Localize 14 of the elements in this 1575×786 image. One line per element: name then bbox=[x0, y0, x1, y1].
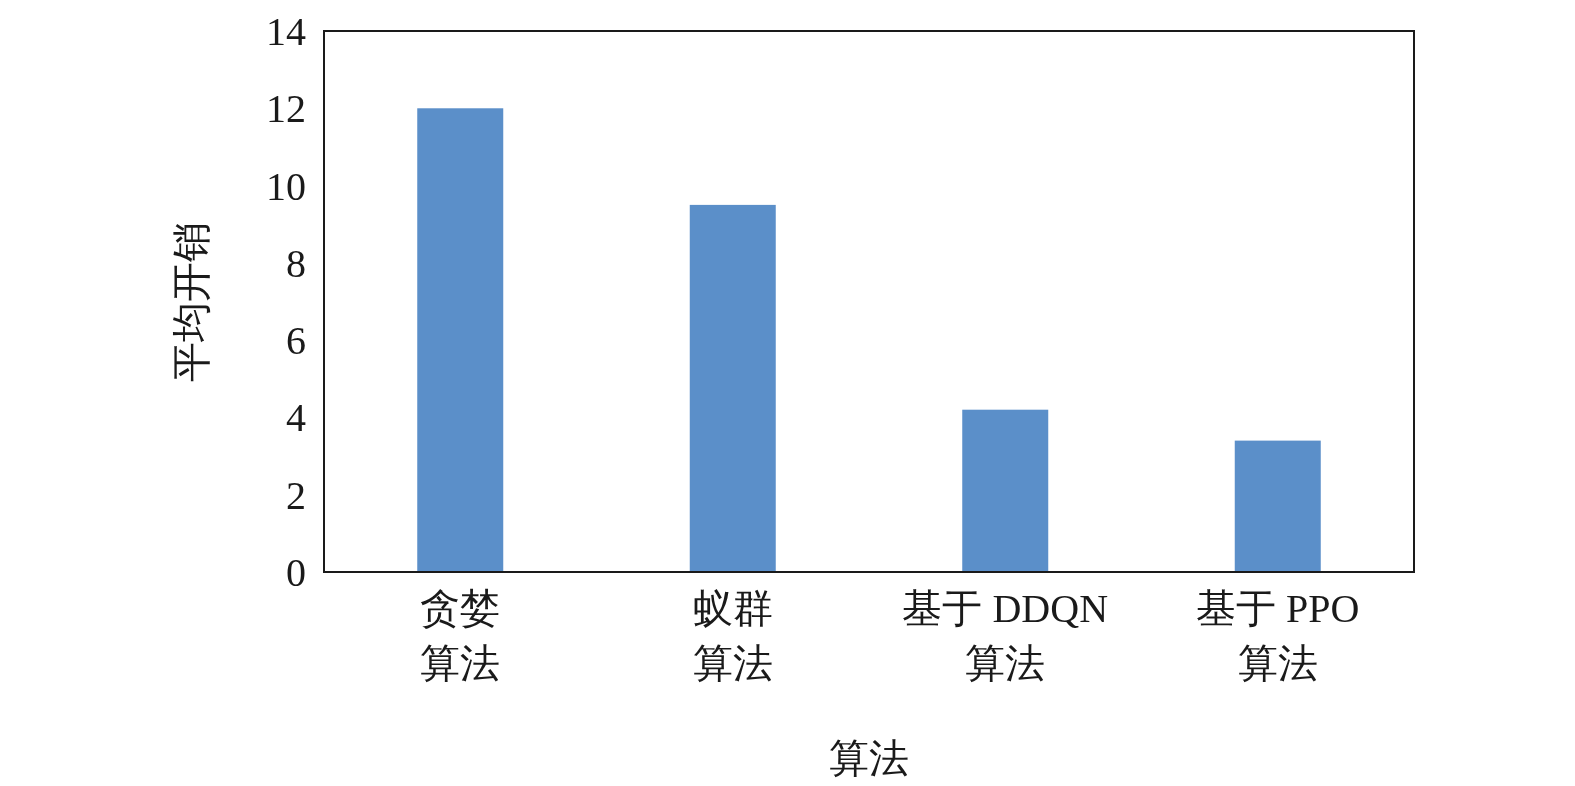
y-tick-label: 2 bbox=[286, 472, 306, 518]
y-tick-label: 12 bbox=[266, 86, 306, 132]
x-tick-label: 蚁群算法 bbox=[692, 586, 773, 686]
x-axis-title: 算法 bbox=[829, 736, 909, 781]
y-tick-label: 10 bbox=[266, 163, 306, 209]
x-tick-label: 贪婪算法 bbox=[420, 586, 501, 686]
y-tick-label: 8 bbox=[286, 240, 306, 286]
y-tick-label: 0 bbox=[286, 550, 306, 595]
x-tick-label: 基于 PPO 算法 bbox=[1196, 586, 1360, 686]
y-axis-title: 平均开销 bbox=[169, 221, 214, 382]
y-tick-label: 6 bbox=[286, 318, 306, 364]
y-tick-label: 4 bbox=[286, 395, 306, 441]
y-tick-label: 14 bbox=[266, 9, 306, 54]
x-tick-label: 基于 DDQN 算法 bbox=[902, 586, 1109, 686]
